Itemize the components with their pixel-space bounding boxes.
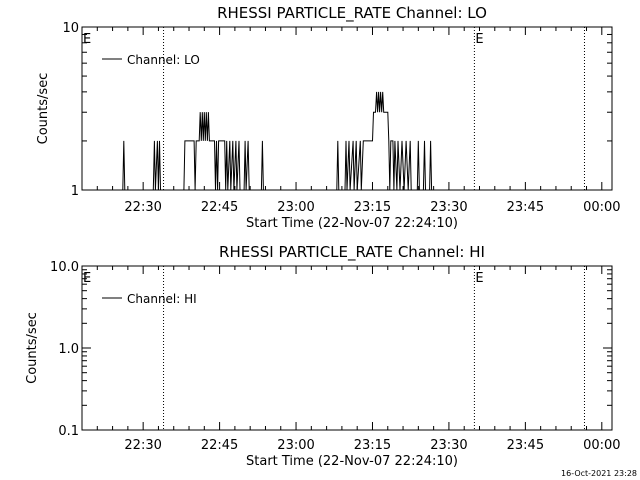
x-axis-label: Start Time (22-Nov-07 22:24:10) bbox=[246, 454, 458, 469]
event-marker-label: E bbox=[475, 32, 483, 47]
footer-timestamp: 16-Oct-2021 23:28 bbox=[561, 469, 637, 478]
x-tick-label: 00:00 bbox=[583, 200, 620, 215]
x-tick-label: 23:45 bbox=[507, 438, 544, 453]
y-tick-label: 10 bbox=[62, 21, 79, 36]
x-tick-label: 23:15 bbox=[354, 438, 391, 453]
x-tick-label: 22:45 bbox=[201, 200, 238, 215]
plot-frame bbox=[81, 265, 613, 431]
x-tick-label: 23:00 bbox=[277, 438, 314, 453]
x-tick-label: 22:45 bbox=[201, 438, 238, 453]
x-tick-label: 00:00 bbox=[583, 438, 620, 453]
chart-panel-2: RHESSI PARTICLE_RATE Channel: HI Start Ti… bbox=[25, 243, 621, 469]
chart-title: RHESSI PARTICLE_RATE Channel: LO bbox=[217, 4, 487, 23]
event-marker-label: E bbox=[83, 32, 91, 47]
event-marker-label: E bbox=[475, 271, 483, 286]
y-tick-label: 0.1 bbox=[58, 424, 79, 439]
x-tick-label: 23:15 bbox=[354, 200, 391, 215]
x-tick-label: 23:30 bbox=[430, 438, 467, 453]
legend-entry: Channel: HI bbox=[127, 292, 197, 306]
series-line bbox=[122, 91, 433, 191]
x-tick-label: 23:00 bbox=[277, 200, 314, 215]
chart-panel-1: RHESSI PARTICLE_RATE Channel: LO Start Ti… bbox=[36, 4, 621, 231]
y-axis-label: Counts/sec bbox=[25, 312, 40, 384]
y-axis-label: Counts/sec bbox=[36, 73, 51, 145]
legend-entry: Channel: LO bbox=[127, 53, 200, 67]
y-tick-label: 10.0 bbox=[50, 260, 79, 275]
y-tick-label: 1.0 bbox=[58, 342, 79, 357]
x-tick-label: 23:30 bbox=[430, 200, 467, 215]
chart-title: RHESSI PARTICLE_RATE Channel: HI bbox=[219, 243, 485, 262]
x-tick-label: 23:45 bbox=[507, 200, 544, 215]
event-marker-label: E bbox=[83, 271, 91, 286]
x-tick-label: 22:30 bbox=[124, 438, 161, 453]
y-tick-label: 1 bbox=[71, 184, 79, 199]
x-tick-label: 22:30 bbox=[124, 200, 161, 215]
x-axis-label: Start Time (22-Nov-07 22:24:10) bbox=[246, 216, 458, 231]
